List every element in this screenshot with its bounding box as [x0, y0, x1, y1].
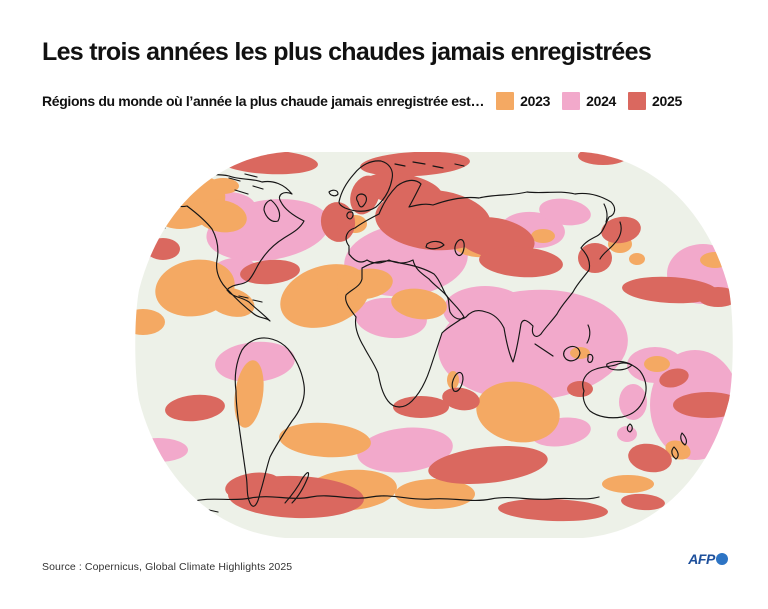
- legend-item-2025: 2025: [628, 92, 682, 110]
- legend-swatch-2024: [562, 92, 581, 110]
- afp-logo: AFP: [688, 551, 728, 567]
- legend-swatch-2025: [628, 92, 647, 110]
- legend-caption: Régions du monde où l’année la plus chau…: [42, 93, 485, 109]
- legend-year-label-2023: 2023: [520, 93, 551, 109]
- afp-logo-text: AFP: [688, 551, 715, 567]
- legend-swatch-2023: [496, 92, 515, 110]
- world-map-svg: [135, 152, 733, 538]
- source-note: Source : Copernicus, Global Climate High…: [42, 561, 293, 573]
- legend-item-2024: 2024: [562, 92, 616, 110]
- legend-item-2023: 2023: [496, 92, 550, 110]
- legend-row: Régions du monde où l’année la plus chau…: [42, 92, 682, 110]
- world-map: [133, 150, 735, 540]
- page-title: Les trois années les plus chaudes jamais…: [42, 38, 652, 66]
- legend-year-label-2024: 2024: [586, 93, 617, 109]
- legend-year-label-2025: 2025: [652, 93, 682, 109]
- afp-logo-dot-icon: [716, 553, 728, 565]
